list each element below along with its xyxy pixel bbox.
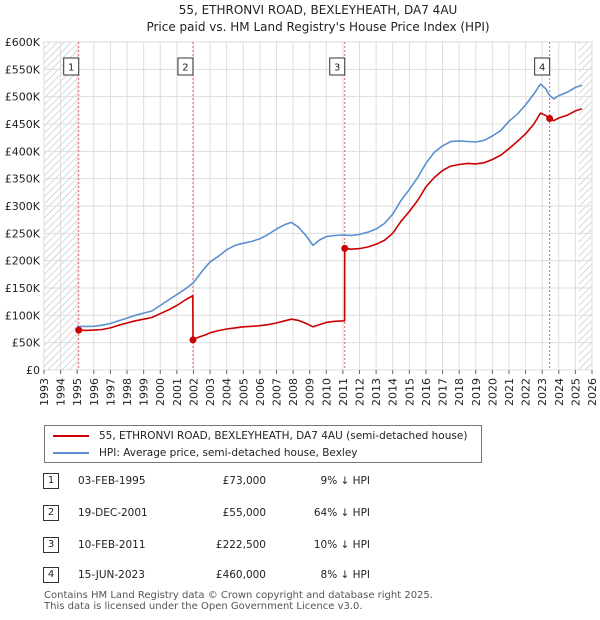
y-tick-label: £100K xyxy=(5,309,41,322)
transaction-price: £55,000 xyxy=(222,507,266,519)
x-tick-label: 2019 xyxy=(470,378,483,406)
legend-label-property: 55, ETHRONVI ROAD, BEXLEYHEATH, DA7 4AU … xyxy=(99,430,468,442)
transaction-date: 19-DEC-2001 xyxy=(78,507,148,519)
transaction-number: 4 xyxy=(43,567,59,583)
y-tick-label: £0 xyxy=(26,364,40,377)
x-tick-label: 2001 xyxy=(171,378,184,406)
transaction-row: 4 15-JUN-2023 £460,000 8% ↓ HPI xyxy=(0,566,600,584)
transaction-hpi: 10% ↓ HPI xyxy=(313,539,370,551)
x-tick-label: 1999 xyxy=(138,378,151,406)
x-tick-label: 2012 xyxy=(354,378,367,406)
sale-label-box xyxy=(63,57,80,76)
sale-label-box xyxy=(329,57,346,76)
transaction-row: 1 03-FEB-1995 £73,000 9% ↓ HPI xyxy=(0,472,600,490)
transaction-hpi: 64% ↓ HPI xyxy=(313,507,370,519)
x-tick-label: 2020 xyxy=(486,378,499,406)
sale-point xyxy=(75,326,83,334)
x-tick-label: 1996 xyxy=(88,378,101,406)
x-tick-label: 2009 xyxy=(304,378,317,406)
x-tick-label: 1995 xyxy=(71,378,84,406)
x-tick-label: 1993 xyxy=(38,378,51,406)
x-tick-label: 1997 xyxy=(104,378,117,406)
footer-licence: This data is licensed under the Open Gov… xyxy=(44,601,363,612)
y-tick-label: £400K xyxy=(5,145,41,158)
x-tick-label: 2011 xyxy=(337,378,350,406)
x-tick-label: 2007 xyxy=(270,378,283,406)
y-tick-label: £450K xyxy=(5,118,41,131)
x-tick-label: 2018 xyxy=(453,378,466,406)
hpi-line xyxy=(77,83,583,328)
x-tick-label: 2014 xyxy=(387,378,400,406)
y-tick-label: £550K xyxy=(5,63,41,76)
sale-label-number: 2 xyxy=(182,63,188,74)
x-tick-label: 2021 xyxy=(503,378,516,406)
y-tick-label: £150K xyxy=(5,282,41,295)
x-tick-label: 2003 xyxy=(204,378,217,406)
y-tick-label: £500K xyxy=(5,91,41,104)
x-tick-label: 1994 xyxy=(55,378,68,406)
chart-title: 55, ETHRONVI ROAD, BEXLEYHEATH, DA7 4AU xyxy=(179,3,458,17)
sale-label-box xyxy=(534,57,551,76)
footer: Contains HM Land Registry data © Crown c… xyxy=(44,590,433,612)
x-tick-label: 2023 xyxy=(536,378,549,406)
chart-subtitle: Price paid vs. HM Land Registry's House … xyxy=(146,20,489,34)
x-tick-label: 2004 xyxy=(221,378,234,406)
sale-point xyxy=(546,115,554,123)
sale-point xyxy=(189,336,197,344)
transaction-number: 1 xyxy=(43,473,59,489)
sale-label-number: 3 xyxy=(334,63,340,74)
x-tick-label: 2016 xyxy=(420,378,433,406)
sale-point xyxy=(341,244,349,252)
legend-swatch-hpi xyxy=(53,452,89,454)
x-tick-label: 2024 xyxy=(553,378,566,406)
transaction-hpi: 9% ↓ HPI xyxy=(320,475,370,487)
transaction-date: 15-JUN-2023 xyxy=(78,569,145,581)
x-tick-label: 2025 xyxy=(569,378,582,406)
x-tick-label: 2022 xyxy=(520,378,533,406)
y-tick-label: £250K xyxy=(5,227,41,240)
footer-copyright: Contains HM Land Registry data © Crown c… xyxy=(44,590,433,601)
x-tick-label: 2010 xyxy=(320,378,333,406)
x-tick-label: 2000 xyxy=(154,378,167,406)
transaction-row: 2 19-DEC-2001 £55,000 64% ↓ HPI xyxy=(0,504,600,522)
legend-label-hpi: HPI: Average price, semi-detached house,… xyxy=(99,447,358,459)
transaction-row: 3 10-FEB-2011 £222,500 10% ↓ HPI xyxy=(0,536,600,554)
legend: 55, ETHRONVI ROAD, BEXLEYHEATH, DA7 4AU … xyxy=(44,425,482,463)
sale-label-number: 4 xyxy=(539,63,545,74)
price-chart: 55, ETHRONVI ROAD, BEXLEYHEATH, DA7 4AU … xyxy=(5,3,599,406)
y-tick-label: £350K xyxy=(5,173,41,186)
x-tick-label: 2008 xyxy=(287,378,300,406)
legend-swatch-property xyxy=(53,435,89,437)
transaction-hpi: 8% ↓ HPI xyxy=(320,569,370,581)
y-tick-label: £200K xyxy=(5,255,41,268)
sale-label-number: 1 xyxy=(68,63,74,74)
y-tick-label: £300K xyxy=(5,200,41,213)
transaction-price: £222,500 xyxy=(215,539,266,551)
transaction-date: 03-FEB-1995 xyxy=(78,475,146,487)
y-tick-label: £50K xyxy=(12,337,41,350)
transaction-price: £460,000 xyxy=(215,569,266,581)
x-tick-label: 1998 xyxy=(121,378,134,406)
x-tick-label: 2013 xyxy=(370,378,383,406)
x-tick-label: 2026 xyxy=(586,378,599,406)
x-tick-label: 2015 xyxy=(403,378,416,406)
x-tick-label: 2002 xyxy=(187,378,200,406)
sale-label-box xyxy=(177,57,194,76)
x-tick-label: 2006 xyxy=(254,378,267,406)
transaction-number: 3 xyxy=(43,537,59,553)
transaction-price: £73,000 xyxy=(222,475,266,487)
y-tick-label: £600K xyxy=(5,36,41,49)
transaction-date: 10-FEB-2011 xyxy=(78,539,146,551)
x-tick-label: 2017 xyxy=(437,378,450,406)
property-price-line xyxy=(78,107,583,341)
x-tick-label: 2005 xyxy=(237,378,250,406)
transaction-number: 2 xyxy=(43,505,59,521)
